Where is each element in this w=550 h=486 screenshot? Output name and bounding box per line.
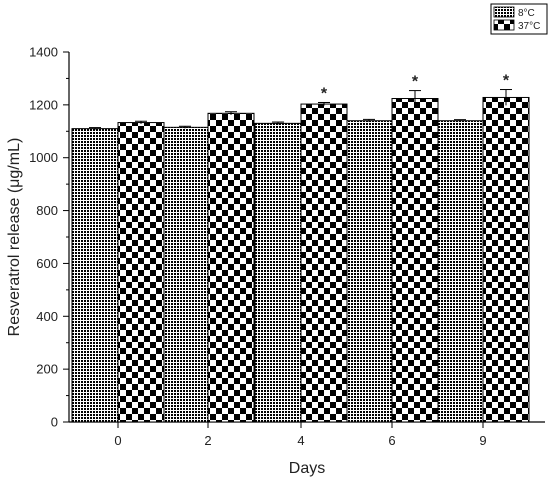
- bar-37c: [391, 98, 439, 423]
- legend-swatch-37c: [493, 19, 515, 31]
- y-axis-label: Resveratrol release (μg/mL): [6, 138, 23, 337]
- bar-37c: [117, 122, 165, 423]
- bar-8c: [71, 128, 119, 423]
- significance-marker: *: [321, 85, 328, 102]
- x-tick-label: 2: [204, 433, 211, 448]
- legend: 8°C 37°C: [490, 3, 548, 35]
- x-tick-label: 9: [479, 433, 486, 448]
- x-axis-label: Days: [289, 460, 325, 477]
- legend-label-37c: 37°C: [518, 21, 540, 32]
- legend-swatch-8c: [493, 6, 515, 18]
- bar-8c: [161, 126, 209, 423]
- y-tick-label: 1200: [29, 97, 58, 112]
- x-tick-label: 0: [114, 433, 121, 448]
- x-tick-label: 4: [297, 433, 304, 448]
- bar-8c: [254, 122, 302, 423]
- bar-37c: [482, 96, 530, 423]
- x-tick-label: 6: [388, 433, 395, 448]
- y-tick-label: 1400: [29, 45, 58, 60]
- legend-label-8c: 8°C: [518, 8, 535, 19]
- significance-marker: *: [503, 73, 510, 90]
- bar-8c: [345, 120, 393, 423]
- y-tick-label: 800: [36, 203, 58, 218]
- y-axis: 0 200 400 600 800 1000 1200 1400: [29, 45, 69, 430]
- bars: * * *: [71, 73, 530, 423]
- significance-marker: *: [412, 74, 419, 91]
- y-tick-label: 400: [36, 309, 58, 324]
- x-axis: 0 2 4 6 9: [114, 422, 487, 448]
- y-tick-label: 0: [51, 415, 58, 430]
- y-tick-label: 200: [36, 362, 58, 377]
- bar-37c: [300, 103, 348, 423]
- bar-8c: [436, 120, 484, 423]
- y-tick-label: 1000: [29, 150, 58, 165]
- y-tick-label: 600: [36, 256, 58, 271]
- bar-37c: [207, 112, 255, 423]
